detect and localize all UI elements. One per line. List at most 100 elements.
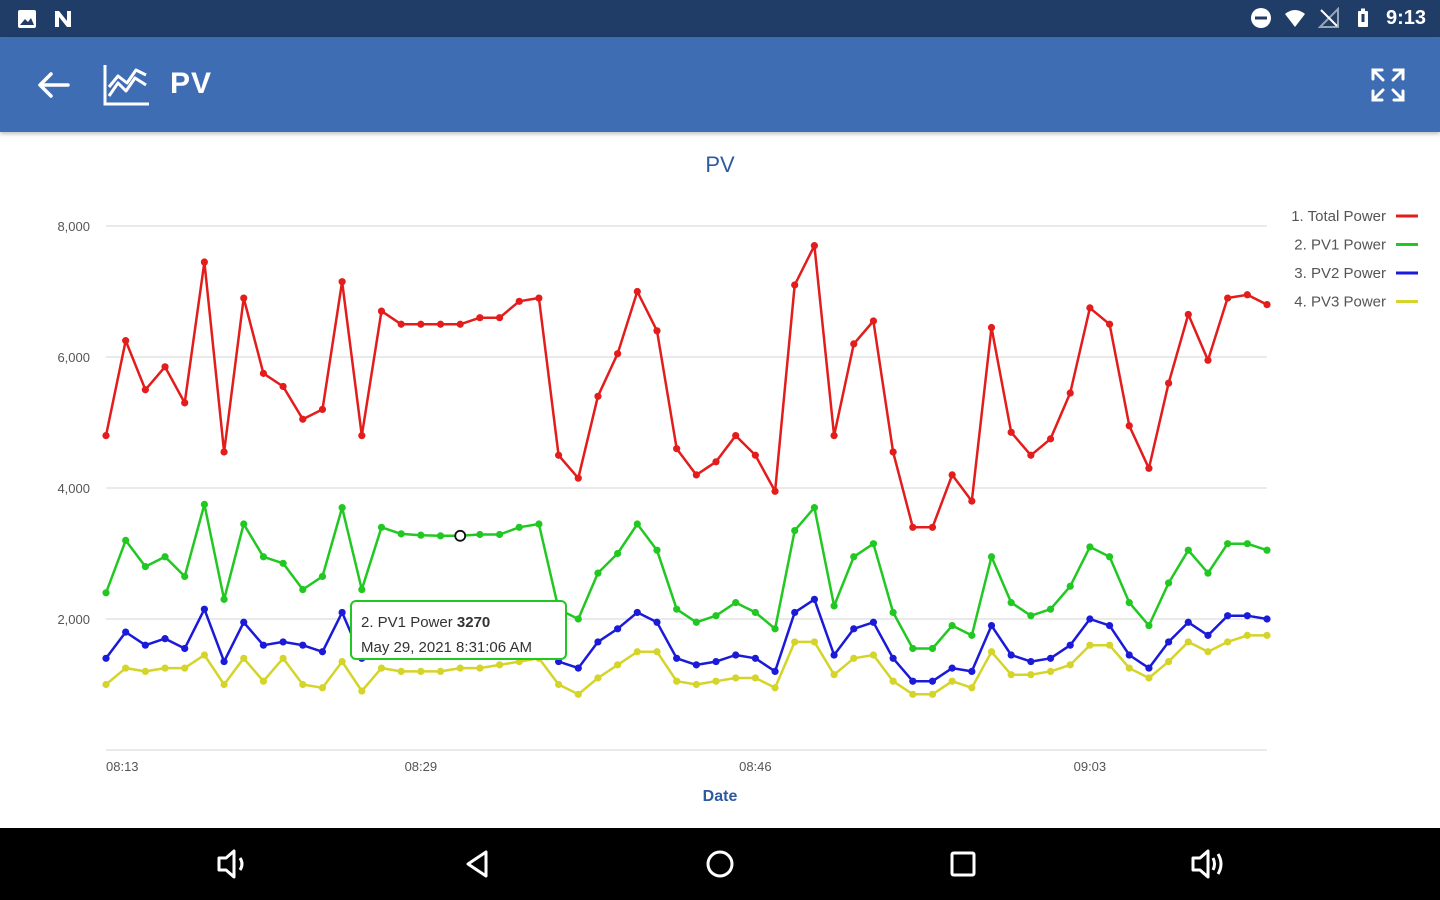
data-point <box>240 520 248 528</box>
data-point <box>1184 310 1192 319</box>
x-axis-title: Date <box>703 788 738 805</box>
data-point <box>633 608 641 617</box>
data-point <box>515 297 523 305</box>
line-chart-icon <box>103 65 149 106</box>
fullscreen-icon[interactable] <box>1370 67 1406 103</box>
chart-container: PV 2,000 4,000 6,000 8,000 08:13 08:29 08:46 09:… <box>0 134 1440 828</box>
data-point <box>1105 553 1114 561</box>
data-point <box>397 320 405 328</box>
data-point <box>673 677 681 685</box>
data-point <box>791 608 799 617</box>
home-circle-icon[interactable] <box>702 846 738 882</box>
data-point <box>869 317 878 325</box>
data-point <box>751 608 759 617</box>
data-point <box>200 500 208 508</box>
data-point <box>338 657 346 666</box>
data-point <box>692 471 700 479</box>
data-point <box>810 504 819 512</box>
data-point <box>869 618 878 626</box>
data-point <box>102 589 110 597</box>
data-point <box>1145 664 1153 672</box>
data-point <box>1224 294 1232 302</box>
data-point <box>653 327 661 335</box>
data-point <box>1145 621 1153 630</box>
data-point <box>633 287 641 296</box>
data-point <box>259 641 268 649</box>
data-point <box>259 369 268 377</box>
data-point <box>1046 435 1055 443</box>
data-point <box>220 657 228 666</box>
data-point <box>909 677 917 685</box>
data-point <box>141 563 149 571</box>
data-point <box>653 618 661 626</box>
data-point <box>889 677 897 685</box>
data-point <box>968 684 976 692</box>
data-point <box>889 448 897 456</box>
data-point <box>850 553 858 561</box>
legend-label: 2. PV1 Power <box>1294 237 1386 254</box>
data-point <box>574 690 582 698</box>
data-point <box>122 337 130 345</box>
data-point <box>830 602 838 610</box>
data-point <box>574 615 582 623</box>
data-point <box>909 690 917 698</box>
data-point <box>968 631 976 639</box>
data-point <box>200 258 208 266</box>
data-point <box>1145 464 1153 472</box>
data-point <box>909 523 917 531</box>
data-point <box>574 664 582 672</box>
data-point <box>594 569 602 577</box>
data-point <box>1007 671 1015 679</box>
data-point <box>1046 667 1055 676</box>
data-point <box>673 605 681 613</box>
data-point <box>1027 671 1035 679</box>
legend-label: 3. PV2 Power <box>1294 265 1386 282</box>
volume-down-icon[interactable] <box>214 846 250 882</box>
page-title: PV <box>170 67 213 100</box>
back-triangle-icon[interactable] <box>460 846 496 882</box>
data-point <box>554 451 563 459</box>
y-tick-label: 4,000 <box>57 481 90 496</box>
chart-title: PV <box>705 152 735 177</box>
data-point <box>732 651 740 659</box>
data-point <box>987 553 996 561</box>
data-point <box>1086 641 1094 649</box>
data-point <box>220 448 228 456</box>
data-point <box>358 432 366 440</box>
recents-square-icon[interactable] <box>945 846 981 882</box>
data-point <box>1027 612 1035 620</box>
status-time: 9:13 <box>1385 7 1426 29</box>
data-point <box>476 314 484 322</box>
data-point <box>377 664 386 672</box>
data-point <box>1263 631 1271 639</box>
data-point <box>673 445 681 453</box>
data-point <box>968 497 976 505</box>
data-point <box>692 680 700 689</box>
data-point <box>338 278 346 286</box>
data-point <box>1263 615 1271 623</box>
back-arrow-icon[interactable] <box>32 67 74 103</box>
data-point <box>594 674 602 682</box>
data-point <box>850 654 858 662</box>
data-point <box>161 363 169 371</box>
data-point <box>122 536 130 544</box>
data-point <box>259 553 268 561</box>
data-point <box>1243 291 1251 299</box>
data-point <box>1263 546 1271 554</box>
volume-up-icon[interactable] <box>1190 846 1226 882</box>
data-point <box>436 532 445 540</box>
data-point <box>1243 540 1251 548</box>
data-point <box>1184 638 1192 646</box>
data-point <box>1066 641 1074 649</box>
data-point <box>830 432 838 440</box>
highlighted-data-point <box>454 529 467 542</box>
data-point <box>771 684 779 692</box>
data-point <box>928 690 937 698</box>
data-point <box>436 320 445 328</box>
data-point <box>1165 579 1173 587</box>
data-point <box>810 242 819 250</box>
data-point <box>1125 664 1133 672</box>
line-chart[interactable]: PV 2,000 4,000 6,000 8,000 08:13 08:29 08:46 09:… <box>0 134 1440 828</box>
data-point <box>358 687 366 695</box>
data-point <box>987 323 996 332</box>
